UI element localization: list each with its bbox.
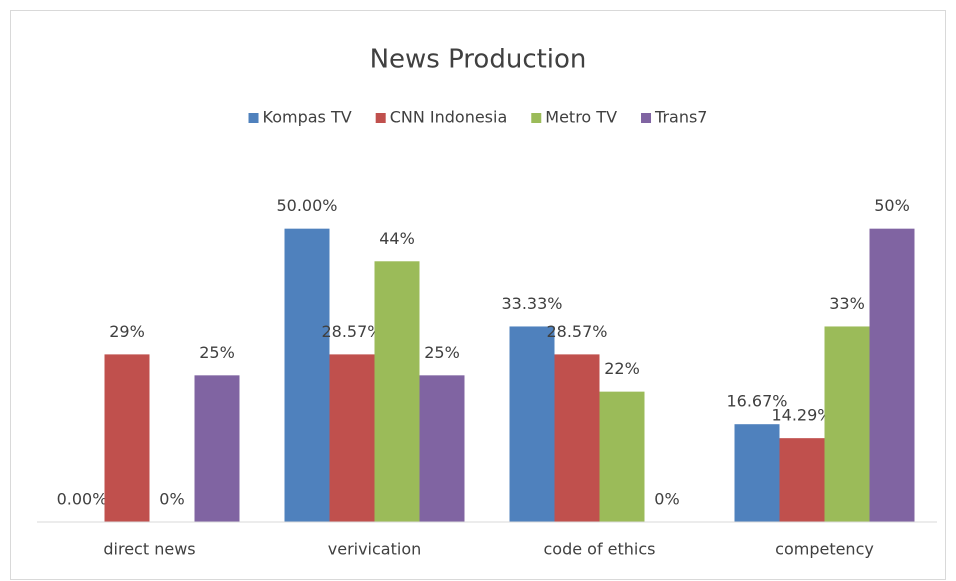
bar xyxy=(374,261,420,522)
value-label: 0% xyxy=(159,490,184,509)
x-tick-label: competency xyxy=(775,540,874,559)
bar xyxy=(554,354,600,522)
x-tick-label: direct news xyxy=(103,540,195,559)
value-label: 44% xyxy=(379,229,415,248)
value-label: 33.33% xyxy=(501,294,562,313)
bar xyxy=(779,438,825,522)
value-label: 33% xyxy=(829,294,865,313)
x-tick-label: verivication xyxy=(328,540,422,559)
bar xyxy=(194,375,240,522)
value-label: 0% xyxy=(654,490,679,509)
value-label: 28.57% xyxy=(546,322,607,341)
value-label: 50.00% xyxy=(276,196,337,215)
bar xyxy=(824,326,870,522)
legend-swatch xyxy=(375,113,386,123)
bar xyxy=(509,326,555,522)
bar xyxy=(284,228,330,522)
value-label: 22% xyxy=(604,359,640,378)
bar xyxy=(104,354,150,522)
value-label: 25% xyxy=(199,343,235,362)
value-label: 50% xyxy=(874,196,910,215)
value-label: 28.57% xyxy=(321,322,382,341)
legend-swatch xyxy=(641,113,652,123)
bar xyxy=(599,391,645,522)
value-label: 25% xyxy=(424,343,460,362)
legend-label: CNN Indonesia xyxy=(390,108,508,127)
value-label: 0.00% xyxy=(57,490,108,509)
legend-label: Trans7 xyxy=(654,108,707,127)
legend-swatch xyxy=(248,113,259,123)
value-label: 16.67% xyxy=(726,392,787,411)
x-tick-label: code of ethics xyxy=(543,540,655,559)
bar xyxy=(329,354,375,522)
legend-label: Metro TV xyxy=(545,108,617,127)
bar xyxy=(869,228,915,522)
bar xyxy=(419,375,465,522)
value-label: 29% xyxy=(109,322,145,341)
bar xyxy=(734,424,780,522)
legend-swatch xyxy=(531,113,542,123)
value-label: 14.29% xyxy=(771,406,832,425)
chart-title: News Production xyxy=(370,45,587,75)
legend-label: Kompas TV xyxy=(263,108,352,127)
